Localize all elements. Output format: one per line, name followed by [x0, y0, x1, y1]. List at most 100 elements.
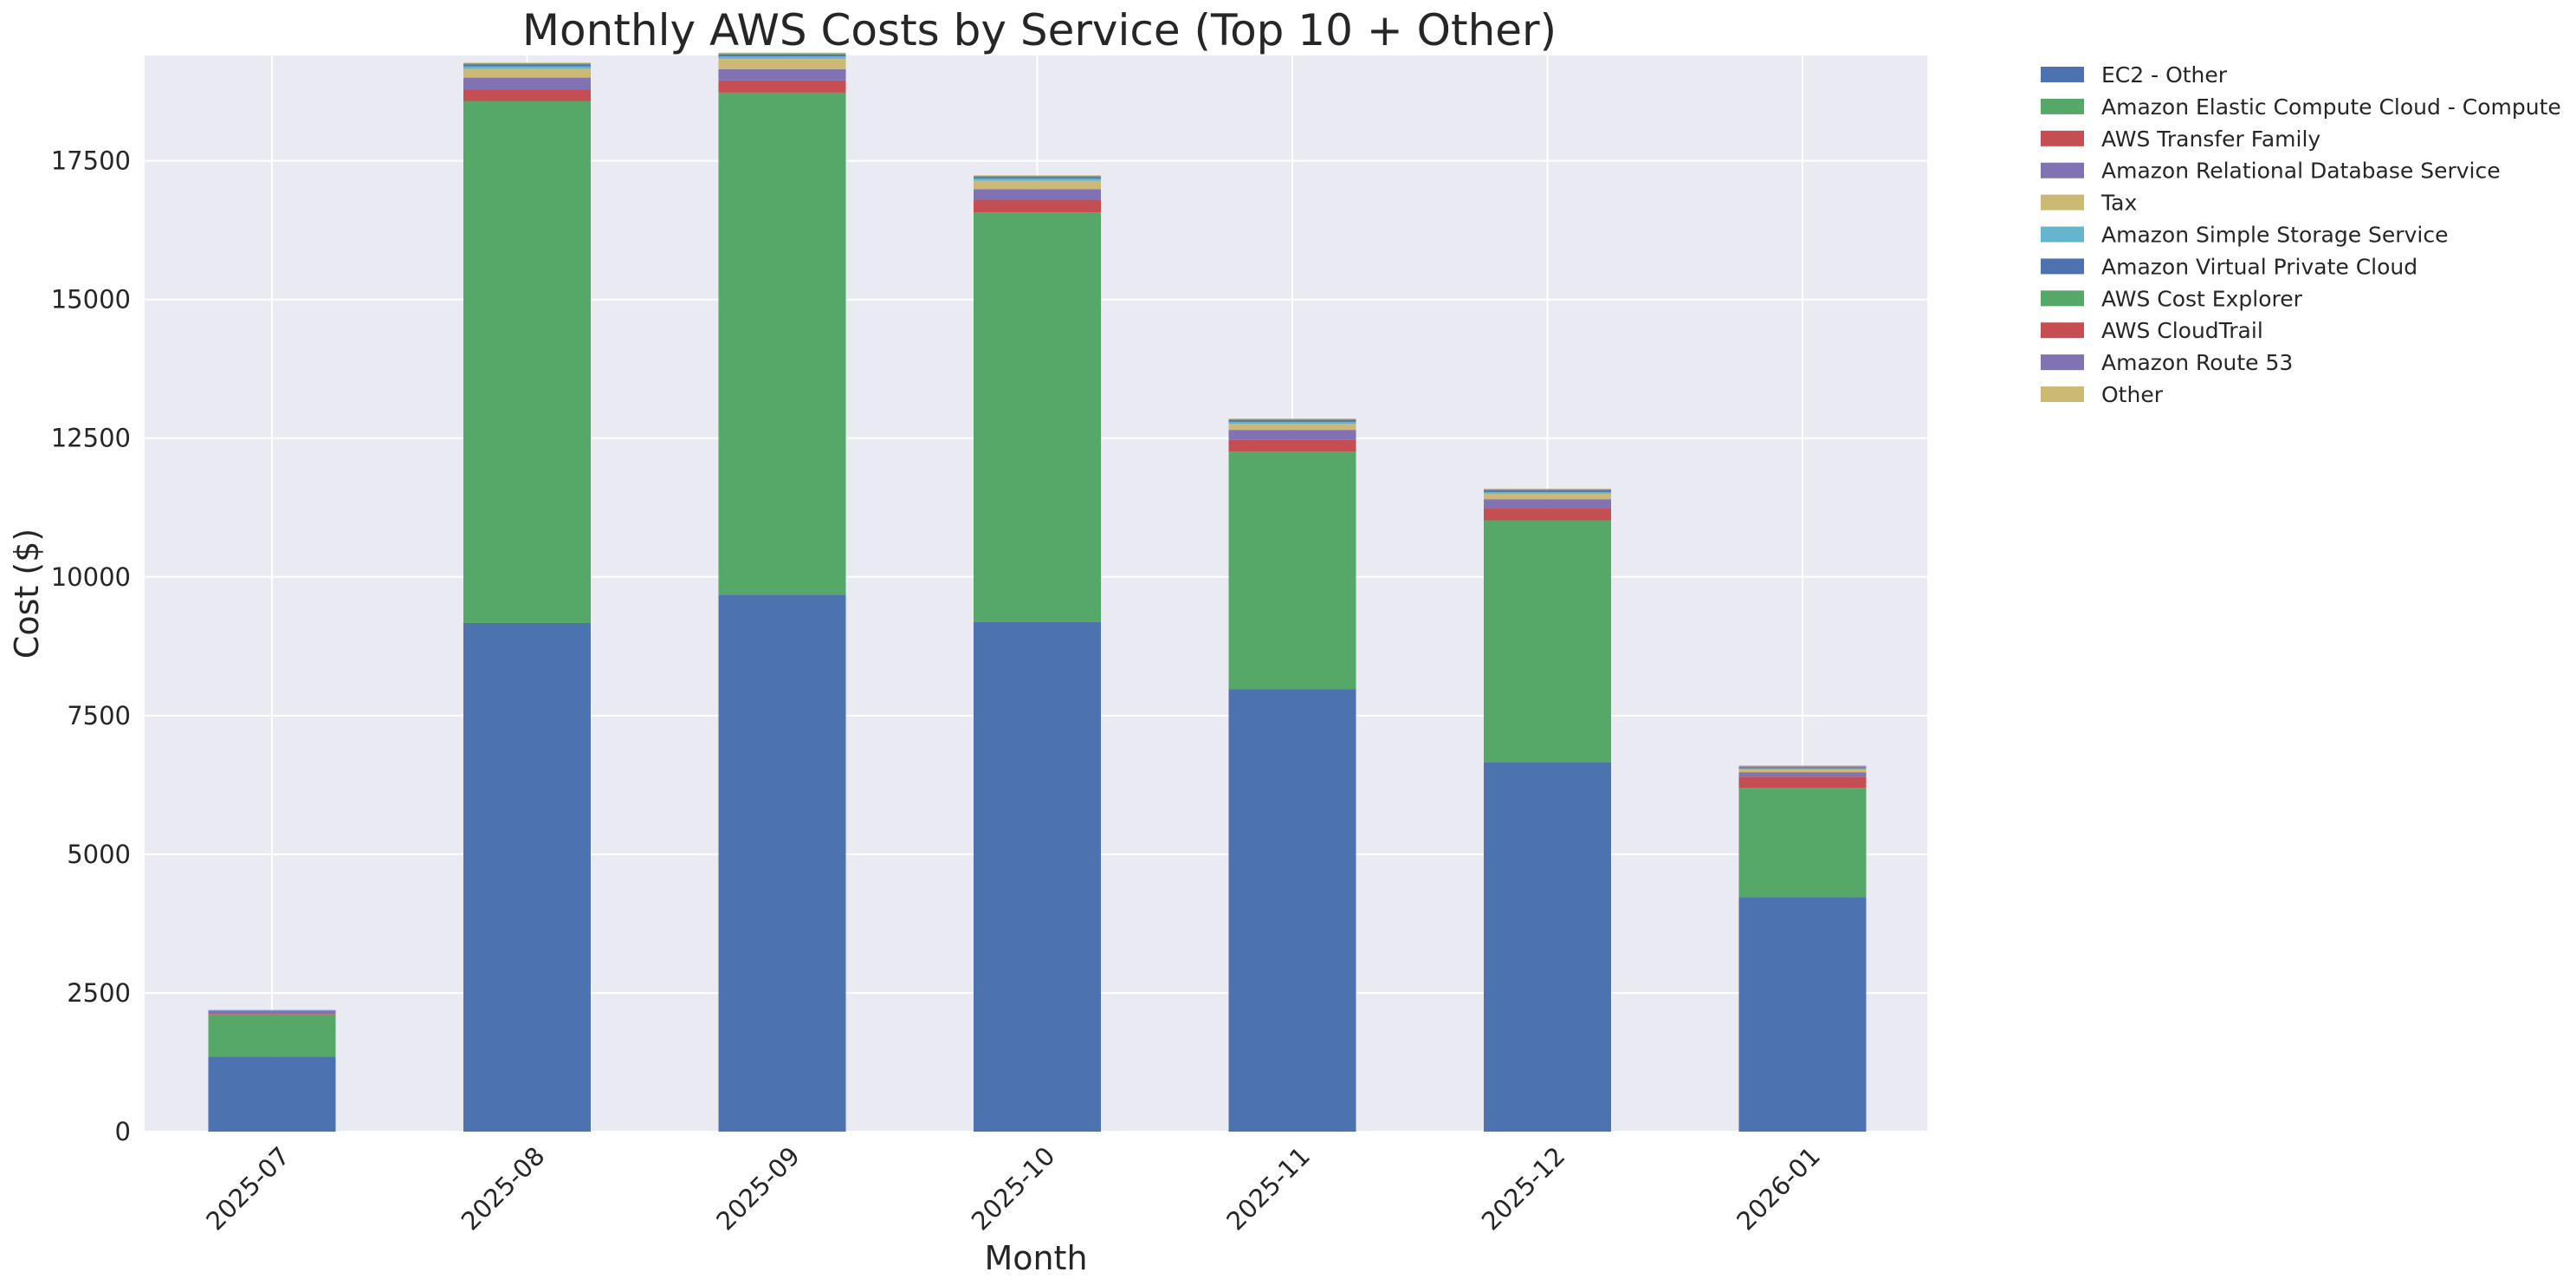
bar-segment	[718, 594, 846, 1132]
legend-item: EC2 - Other	[2041, 62, 2228, 88]
legend-label: Amazon Route 53	[2101, 350, 2293, 375]
bar-segment	[1738, 766, 1867, 768]
bar-segment	[718, 92, 846, 595]
bar-segment	[718, 55, 846, 59]
legend-swatch	[2041, 98, 2084, 114]
legend-label: AWS Transfer Family	[2101, 127, 2320, 152]
legend-label: Amazon Elastic Compute Cloud - Compute	[2101, 94, 2561, 120]
legend-label: Amazon Relational Database Service	[2101, 159, 2501, 184]
bar-segment	[1484, 491, 1611, 494]
legend-swatch	[2041, 226, 2084, 243]
y-axis-title: Cost ($)	[8, 529, 46, 659]
legend-item: AWS Transfer Family	[2041, 127, 2320, 152]
chart-title: Monthly AWS Costs by Service (Top 10 + O…	[522, 5, 1557, 55]
y-tick-label: 15000	[51, 285, 131, 315]
y-tick-label: 17500	[51, 146, 131, 176]
bar-segment	[1228, 424, 1356, 431]
bars	[208, 52, 1867, 1132]
legend-item: Tax	[2041, 191, 2137, 216]
bar-stack-2025-07	[208, 1009, 336, 1132]
bar-segment	[1228, 419, 1356, 422]
legend-item: Other	[2041, 382, 2164, 407]
bar-segment	[718, 54, 846, 56]
bar-segment	[1228, 439, 1356, 452]
bar-segment	[974, 177, 1101, 179]
bar-segment	[463, 64, 591, 67]
bar-segment	[974, 189, 1101, 200]
legend-label: Tax	[2100, 191, 2137, 216]
bar-segment	[974, 180, 1101, 190]
bar-segment	[463, 89, 591, 101]
bar-segment	[463, 66, 591, 69]
x-axis-title: Month	[984, 1239, 1087, 1277]
bar-segment	[1738, 776, 1867, 789]
y-tick-label: 12500	[51, 424, 131, 453]
bar-segment	[974, 176, 1101, 178]
y-tick-labels: 0 2500 5000 7500 10000 12500 15000 17500	[51, 146, 131, 1146]
bar-segment	[463, 62, 591, 63]
x-tick-label: 2025-09	[710, 1141, 806, 1236]
legend-swatch	[2041, 194, 2084, 211]
bar-segment	[208, 1014, 336, 1057]
y-tick-label: 2500	[67, 978, 131, 1008]
bar-segment	[1228, 421, 1356, 425]
legend-label: Amazon Simple Storage Service	[2101, 223, 2448, 248]
legend-label: AWS CloudTrail	[2101, 318, 2263, 343]
bar-segment	[463, 68, 591, 78]
legend-item: AWS Cost Explorer	[2041, 286, 2303, 311]
legend-label: EC2 - Other	[2101, 62, 2228, 88]
x-tick-label: 2025-11	[1220, 1141, 1316, 1236]
legend-swatch	[2041, 290, 2084, 307]
legend-swatch	[2041, 322, 2084, 339]
bar-stack-2025-11	[1228, 419, 1356, 1132]
legend-label: AWS Cost Explorer	[2101, 286, 2303, 311]
bar-segment	[1738, 769, 1867, 773]
bar-stack-2025-10	[974, 175, 1101, 1132]
bar-segment	[974, 199, 1101, 213]
y-tick-label: 0	[115, 1117, 131, 1146]
legend-item: Amazon Elastic Compute Cloud - Compute	[2041, 94, 2561, 120]
x-tick-label: 2025-08	[456, 1141, 551, 1236]
legend-swatch	[2041, 258, 2084, 275]
legend-item: Amazon Simple Storage Service	[2041, 223, 2448, 248]
bar-segment	[718, 58, 846, 70]
bar-segment	[1228, 689, 1356, 1132]
bar-segment	[1484, 490, 1611, 492]
bar-segment	[974, 178, 1101, 181]
bar-segment	[974, 621, 1101, 1132]
y-tick-label: 7500	[67, 701, 131, 730]
bar-segment	[1484, 520, 1611, 763]
x-tick-labels: 2025-07 2025-08 2025-09 2025-10 2025-11 2025-…	[200, 1141, 1826, 1236]
bar-segment	[718, 54, 846, 55]
legend-label: Other	[2101, 382, 2164, 407]
legend-item: Amazon Relational Database Service	[2041, 159, 2501, 184]
bar-segment	[463, 77, 591, 90]
bar-segment	[974, 175, 1101, 176]
legend-swatch	[2041, 354, 2084, 371]
bar-segment	[463, 63, 591, 65]
bar-segment	[1484, 762, 1611, 1132]
bar-segment	[718, 69, 846, 81]
bar-stack-2025-08	[463, 62, 591, 1132]
bar-segment	[1738, 897, 1867, 1132]
bar-segment	[208, 1014, 336, 1015]
legend-swatch	[2041, 162, 2084, 178]
bar-stack-2026-01	[1738, 765, 1867, 1132]
bar-segment	[1228, 451, 1356, 690]
legend-item: AWS CloudTrail	[2041, 318, 2263, 343]
legend-swatch	[2041, 386, 2084, 402]
x-tick-label: 2025-12	[1476, 1141, 1571, 1236]
x-tick-label: 2025-10	[966, 1141, 1061, 1236]
legend-swatch	[2041, 67, 2084, 82]
bar-segment	[1738, 772, 1867, 777]
bar-segment	[1228, 430, 1356, 440]
bar-segment	[1484, 508, 1611, 521]
x-tick-label: 2026-01	[1731, 1141, 1826, 1236]
bar-segment	[1228, 419, 1356, 420]
bar-segment	[463, 101, 591, 623]
y-tick-label: 10000	[51, 562, 131, 592]
bar-segment	[1738, 788, 1867, 898]
bar-segment	[718, 52, 846, 54]
